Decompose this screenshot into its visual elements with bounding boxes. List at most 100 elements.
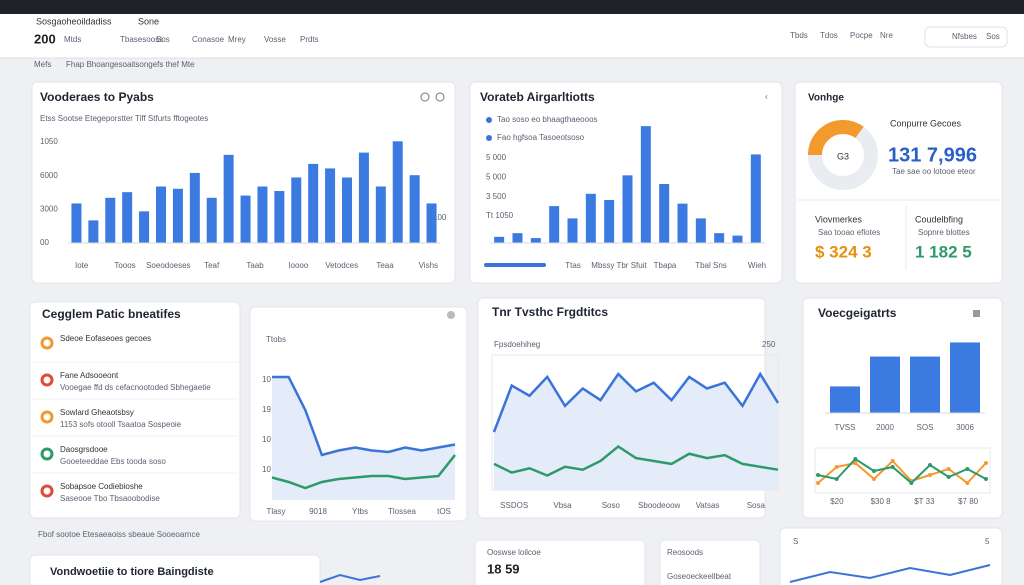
icon[interactable] [447, 311, 455, 319]
mini-point [928, 463, 932, 467]
x-tick-label: 2000 [876, 423, 894, 432]
decor-line [319, 573, 381, 583]
list-title: Fane Adsooeont [60, 371, 119, 380]
nav-item[interactable]: Tbasesooss [120, 35, 163, 44]
x-tick-label: Iote [75, 261, 89, 270]
icon[interactable] [420, 92, 430, 102]
nav-item[interactable]: Conasoe [192, 35, 225, 44]
y-tick-label: 3000 [40, 204, 58, 213]
progress [484, 263, 546, 267]
nav-item[interactable]: Nre [880, 31, 893, 40]
icon[interactable] [973, 310, 980, 317]
bar [375, 186, 386, 243]
card [31, 81, 456, 284]
mini-point [946, 467, 951, 471]
nav-item[interactable]: Pocpe [850, 31, 873, 40]
bar [622, 175, 633, 243]
card-right: 5 [985, 537, 990, 546]
x-tick-label: Tooos [114, 261, 135, 270]
x-tick-label: Wieh [748, 261, 766, 270]
bar [830, 386, 860, 413]
bar [530, 238, 541, 243]
decor-line [789, 564, 991, 583]
legend-dot [486, 117, 492, 123]
card-title: Voecgeigatrts [818, 306, 897, 320]
mini-point [853, 457, 858, 461]
bar [291, 177, 302, 243]
bar [342, 177, 352, 243]
mini-point [984, 477, 988, 481]
bar [695, 218, 706, 243]
stat: 1 182 5 [915, 242, 972, 261]
mini-point [928, 473, 932, 477]
bar [910, 356, 940, 413]
bar [308, 163, 319, 243]
search[interactable]: Nfsbes [952, 32, 977, 41]
mini-point [965, 467, 970, 471]
brand-tag: Sone [138, 16, 159, 26]
bar [494, 236, 505, 243]
icon[interactable] [435, 92, 445, 102]
x-tick-label: Teaf [204, 261, 220, 270]
card-title: Vonhge [808, 93, 844, 104]
search-box[interactable] [924, 26, 1008, 48]
mini-point [834, 465, 839, 469]
mini-line [817, 459, 987, 485]
donut-arc [808, 120, 878, 190]
bar [105, 197, 116, 243]
x-tick-label: Tlossea [388, 507, 417, 516]
card [474, 539, 646, 585]
bar [567, 218, 578, 243]
x-tick-label: Taab [246, 261, 264, 270]
y-tick-label: 5 000 [486, 172, 507, 181]
nav-item[interactable]: Tdos [820, 31, 838, 40]
icon[interactable]: ‹ [765, 92, 768, 101]
bar [426, 203, 437, 243]
bar [512, 233, 523, 243]
x-tick-label: Sosa [747, 501, 766, 510]
mini-point [872, 477, 876, 481]
nav-item[interactable]: Prdts [300, 35, 319, 44]
nav-item[interactable]: Mrey [228, 35, 246, 44]
x-tick-label: Soeodoeses [146, 261, 190, 270]
brand: Sosgaoheoildadiss [36, 16, 112, 26]
x-tick-label: Soso [602, 501, 621, 510]
bar [274, 191, 285, 243]
y-tick-label: 19 [262, 405, 271, 414]
bar [257, 186, 268, 243]
stat: $ 324 3 [815, 242, 872, 261]
y-tick-label: 5 000 [486, 153, 507, 162]
list-sub: Vooegae ffd ds cefacnootoded Sbhegaetie [60, 383, 211, 392]
nav-item[interactable]: Sos [156, 35, 170, 44]
bar [409, 175, 420, 243]
bar [206, 197, 217, 243]
x-tick-label: 9018 [309, 507, 327, 516]
search-tag[interactable]: Sos [986, 32, 1000, 41]
card-title: Vooderaes to Pyabs [40, 90, 154, 104]
stat-note: Sopnre blottes [918, 228, 970, 237]
legend-dot [486, 135, 492, 141]
y-tick-label: 3 500 [486, 192, 507, 201]
line [493, 444, 779, 477]
list-sub: Saseooe Tbo Tbsaoobodise [60, 494, 160, 503]
x-tick-label: Ytbs [352, 507, 368, 516]
nav-item[interactable]: Tbds [790, 31, 808, 40]
area [494, 374, 778, 490]
plot-frame [814, 447, 991, 494]
bar [240, 195, 251, 243]
mini-point [984, 461, 988, 465]
stat-note: Sao tooao eflotes [818, 228, 880, 237]
y-tick-label: 00 [40, 238, 49, 247]
list-sub: Gooeteeddae Ebs tooda soso [60, 457, 166, 466]
stat-note: Tae sae oo lotooe eteor [892, 167, 976, 176]
sub-left: Mefs [34, 60, 51, 69]
bar [714, 233, 725, 243]
card [779, 527, 1003, 585]
nav-item[interactable]: Vosse [264, 35, 286, 44]
bar [870, 356, 900, 413]
x-tick-label: SSDOS [500, 501, 528, 510]
sub-right: Fhap Bhoangesoaitsongefs thef Mte [66, 60, 195, 69]
legend: Tao soso eo bhaagthaeooos [497, 115, 598, 124]
line [492, 371, 780, 433]
nav-item[interactable]: Mtds [64, 35, 81, 44]
